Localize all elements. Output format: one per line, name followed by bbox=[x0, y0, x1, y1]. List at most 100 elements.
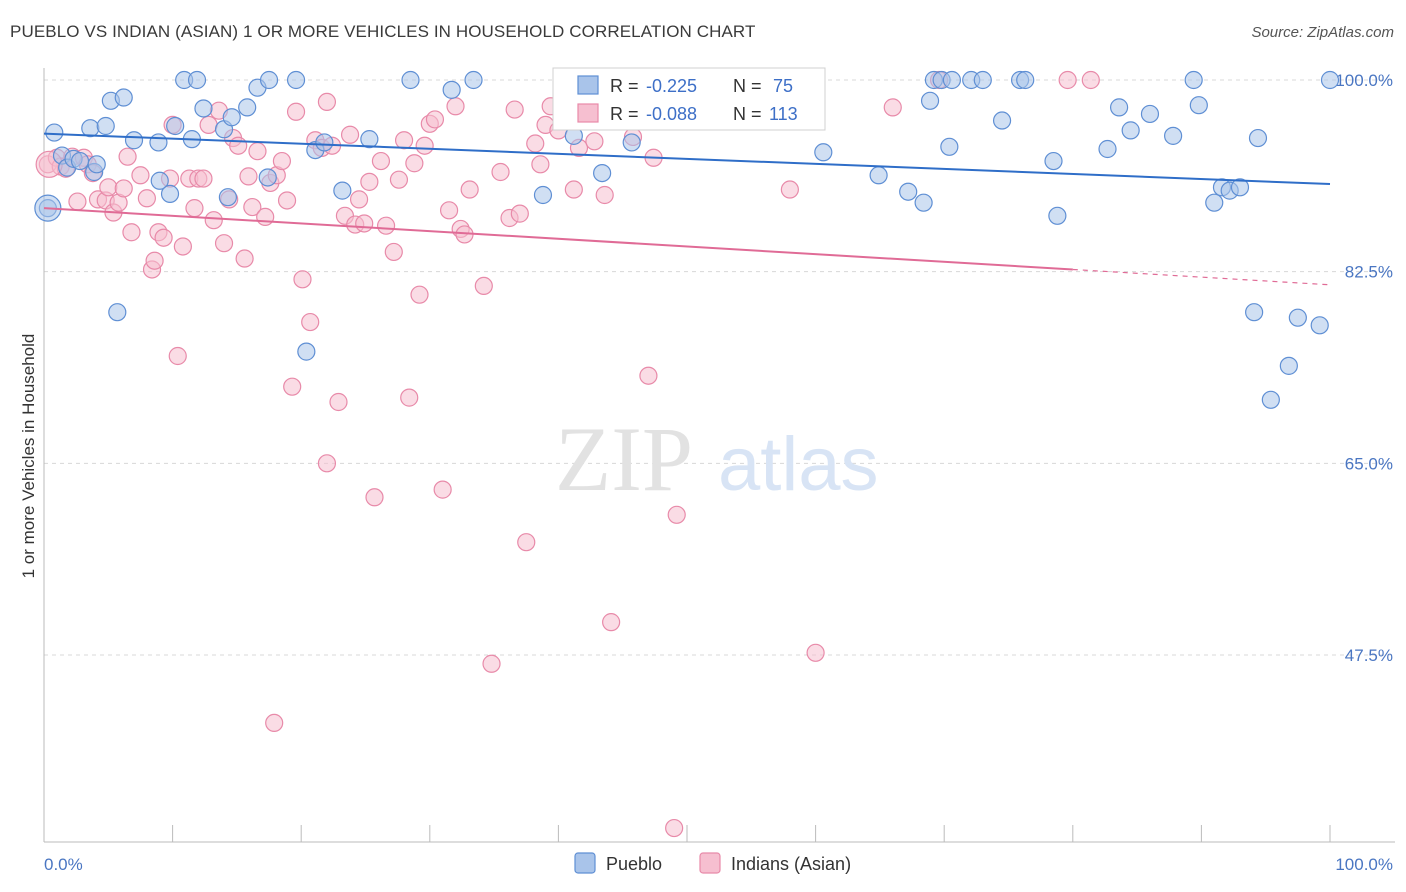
pueblo-point-1 bbox=[45, 123, 64, 142]
pueblo-point-53 bbox=[973, 70, 992, 90]
indian-point-80 bbox=[474, 276, 493, 296]
indian-point-38 bbox=[235, 249, 254, 268]
indian-point-34 bbox=[214, 234, 234, 253]
pueblo-point-58 bbox=[1048, 206, 1067, 225]
trend-lines bbox=[43, 132, 1331, 286]
indian-point-105 bbox=[780, 180, 799, 199]
indian-point-49 bbox=[293, 270, 312, 289]
indian-point-69 bbox=[405, 154, 424, 173]
legend-n-label-1: N = bbox=[733, 76, 762, 96]
watermark: ZIP atlas bbox=[555, 408, 879, 510]
indian-point-62 bbox=[365, 488, 384, 507]
pueblo-point-62 bbox=[1140, 104, 1160, 124]
pueblo-point-32 bbox=[315, 133, 334, 152]
pueblo-point-69 bbox=[1230, 178, 1250, 197]
pueblo-point-37 bbox=[464, 70, 483, 90]
pueblo-point-25 bbox=[238, 98, 257, 117]
pueblo-point-72 bbox=[1288, 308, 1307, 327]
indian-point-15 bbox=[118, 147, 137, 166]
legend-r-value-1: -0.225 bbox=[646, 76, 697, 96]
indian-asian-points bbox=[35, 70, 1100, 838]
indian-point-81 bbox=[482, 654, 501, 673]
watermark-zip: ZIP bbox=[555, 408, 693, 510]
indian-point-79 bbox=[460, 180, 479, 199]
indian-point-42 bbox=[256, 207, 275, 227]
indian-point-30 bbox=[194, 169, 213, 188]
pueblo-point-6 bbox=[81, 119, 100, 138]
indian-point-71 bbox=[415, 136, 434, 155]
x-tick-labels: 0.0% 100.0% bbox=[44, 855, 1393, 874]
bottom-legend-pueblo: Pueblo bbox=[606, 854, 662, 874]
y-tick-label-0: 47.5% bbox=[1345, 646, 1393, 665]
indian-point-41 bbox=[248, 142, 267, 161]
indian-point-11 bbox=[99, 178, 118, 197]
indian-point-103 bbox=[667, 505, 686, 524]
pueblo-point-70 bbox=[1245, 303, 1264, 322]
pueblo-point-75 bbox=[1261, 390, 1280, 409]
pueblo-point-59 bbox=[1098, 139, 1117, 159]
indian-point-28 bbox=[185, 199, 204, 218]
pueblo-point-43 bbox=[814, 143, 833, 162]
pueblo-point-24 bbox=[222, 108, 241, 127]
legend-n-label-2: N = bbox=[733, 104, 762, 124]
indian-point-63 bbox=[371, 151, 391, 171]
indian-point-86 bbox=[517, 533, 536, 552]
pueblo-point-23 bbox=[218, 188, 237, 207]
indian-point-93 bbox=[564, 180, 583, 199]
indian-point-59 bbox=[349, 190, 369, 209]
pueblo-point-54 bbox=[992, 111, 1012, 130]
legend-n-value-2: 113 bbox=[769, 104, 798, 124]
pueblo-point-47 bbox=[920, 91, 940, 110]
indian-point-25 bbox=[168, 346, 187, 366]
pueblo-point-30 bbox=[297, 342, 316, 361]
indian-point-55 bbox=[329, 392, 348, 412]
indian-point-5 bbox=[68, 192, 87, 211]
pueblo-point-15 bbox=[150, 171, 169, 190]
indian-point-61 bbox=[360, 172, 379, 191]
indian-point-101 bbox=[639, 366, 658, 385]
legend-r-value-2: -0.088 bbox=[646, 104, 697, 124]
y-tick-label-3: 100.0% bbox=[1335, 71, 1393, 90]
indian-point-66 bbox=[389, 170, 409, 189]
pueblo-point-46 bbox=[914, 193, 933, 212]
pueblo-point-17 bbox=[166, 116, 185, 136]
pueblo-point-45 bbox=[899, 182, 918, 201]
pueblo-point-50 bbox=[940, 137, 959, 156]
indian-point-40 bbox=[243, 197, 262, 217]
indian-point-68 bbox=[400, 388, 419, 407]
pueblo-point-44 bbox=[869, 166, 888, 185]
pueblo-point-41 bbox=[622, 133, 641, 152]
indian-point-46 bbox=[277, 191, 297, 210]
legend-r-label-1: R = bbox=[610, 76, 639, 96]
indian-point-67 bbox=[394, 131, 414, 150]
y-tick-label-2: 82.5% bbox=[1345, 263, 1393, 282]
pueblo-point-20 bbox=[187, 70, 207, 90]
indian-point-98 bbox=[602, 613, 621, 632]
indian-point-82 bbox=[491, 162, 510, 182]
pueblo-point-11 bbox=[108, 303, 127, 322]
indian-point-85 bbox=[510, 204, 529, 223]
pueblo-point-57 bbox=[1044, 151, 1063, 171]
indian-point-26 bbox=[173, 237, 192, 256]
legend-box: R = -0.225 N = 75 R = -0.088 N = 113 bbox=[552, 67, 826, 131]
pueblo-point-35 bbox=[401, 70, 420, 90]
grid-lines bbox=[44, 79, 1395, 656]
indian-point-18 bbox=[137, 189, 156, 208]
indian-point-110 bbox=[883, 98, 902, 117]
pueblo-point-21 bbox=[194, 99, 213, 118]
pueblo-point-73 bbox=[1310, 316, 1329, 335]
indian-point-48 bbox=[286, 102, 306, 121]
pueblo-point-14 bbox=[149, 133, 168, 152]
indian-trend-line bbox=[43, 207, 1073, 271]
indian-point-53 bbox=[317, 92, 337, 112]
indian-point-106 bbox=[806, 643, 825, 662]
pueblo-point-33 bbox=[333, 181, 352, 200]
chart-title: PUEBLO VS INDIAN (ASIAN) 1 OR MORE VEHIC… bbox=[10, 22, 756, 41]
source-credit: Source: ZipAtlas.com bbox=[1251, 24, 1394, 41]
indian-point-39 bbox=[239, 167, 258, 186]
pueblo-point-8 bbox=[87, 155, 106, 174]
bottom-legend-swatch-pueblo bbox=[574, 852, 596, 874]
pueblo-point-65 bbox=[1189, 96, 1208, 115]
indian-point-87 bbox=[526, 134, 545, 153]
